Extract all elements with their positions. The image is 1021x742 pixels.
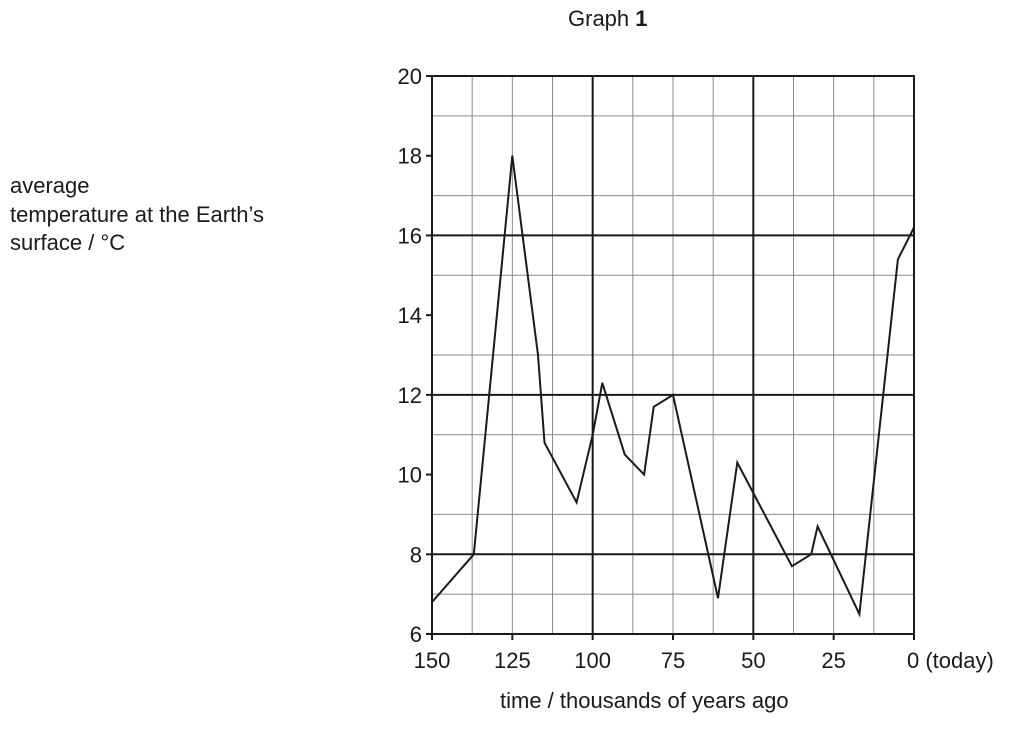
data-point — [543, 442, 545, 444]
data-point — [736, 462, 738, 464]
x-tick-label: 125 — [494, 648, 531, 673]
data-point — [592, 434, 594, 436]
y-tick-label: 10 — [398, 463, 422, 488]
y-tick-label: 6 — [410, 622, 422, 647]
data-point — [858, 613, 860, 615]
x-tick-label: 75 — [661, 648, 685, 673]
x-tick-label: 150 — [414, 648, 451, 673]
data-point — [624, 454, 626, 456]
data-point — [601, 382, 603, 384]
data-point — [431, 601, 433, 603]
y-tick-label: 16 — [398, 223, 422, 248]
y-tick-label: 20 — [398, 64, 422, 89]
data-point — [537, 354, 539, 356]
temperature-line — [431, 155, 915, 618]
y-axis-label: average temperature at the Earth’s surfa… — [10, 172, 264, 258]
data-point — [672, 394, 674, 396]
data-point — [717, 597, 719, 599]
x-axis-label: time / thousands of years ago — [500, 688, 789, 713]
x-tick-label: 50 — [741, 648, 765, 673]
y-tick-label: 8 — [410, 542, 422, 567]
x-tick-label: 0 (today) — [907, 648, 994, 673]
chart-title: Graph 1 — [568, 6, 648, 32]
x-tick-label: 25 — [821, 648, 845, 673]
y-axis-label-line: average — [10, 173, 90, 198]
data-point — [913, 226, 915, 228]
data-point — [576, 501, 578, 503]
y-tick-label: 18 — [398, 144, 422, 169]
y-tick-label: 12 — [398, 383, 422, 408]
data-point — [817, 525, 819, 527]
data-point — [653, 406, 655, 408]
chart-title-number: 1 — [635, 6, 648, 31]
x-tick-label: 100 — [574, 648, 611, 673]
data-point — [810, 553, 812, 555]
data-point — [791, 565, 793, 567]
data-point — [473, 553, 475, 555]
y-axis-label-line: temperature at the Earth’s — [10, 201, 264, 227]
y-tick-label: 14 — [398, 303, 422, 328]
data-point — [511, 155, 513, 157]
y-axis-label-line: surface / °C — [10, 230, 126, 256]
chart-title-prefix: Graph — [568, 6, 636, 31]
data-point — [897, 258, 899, 260]
data-point — [643, 474, 645, 476]
